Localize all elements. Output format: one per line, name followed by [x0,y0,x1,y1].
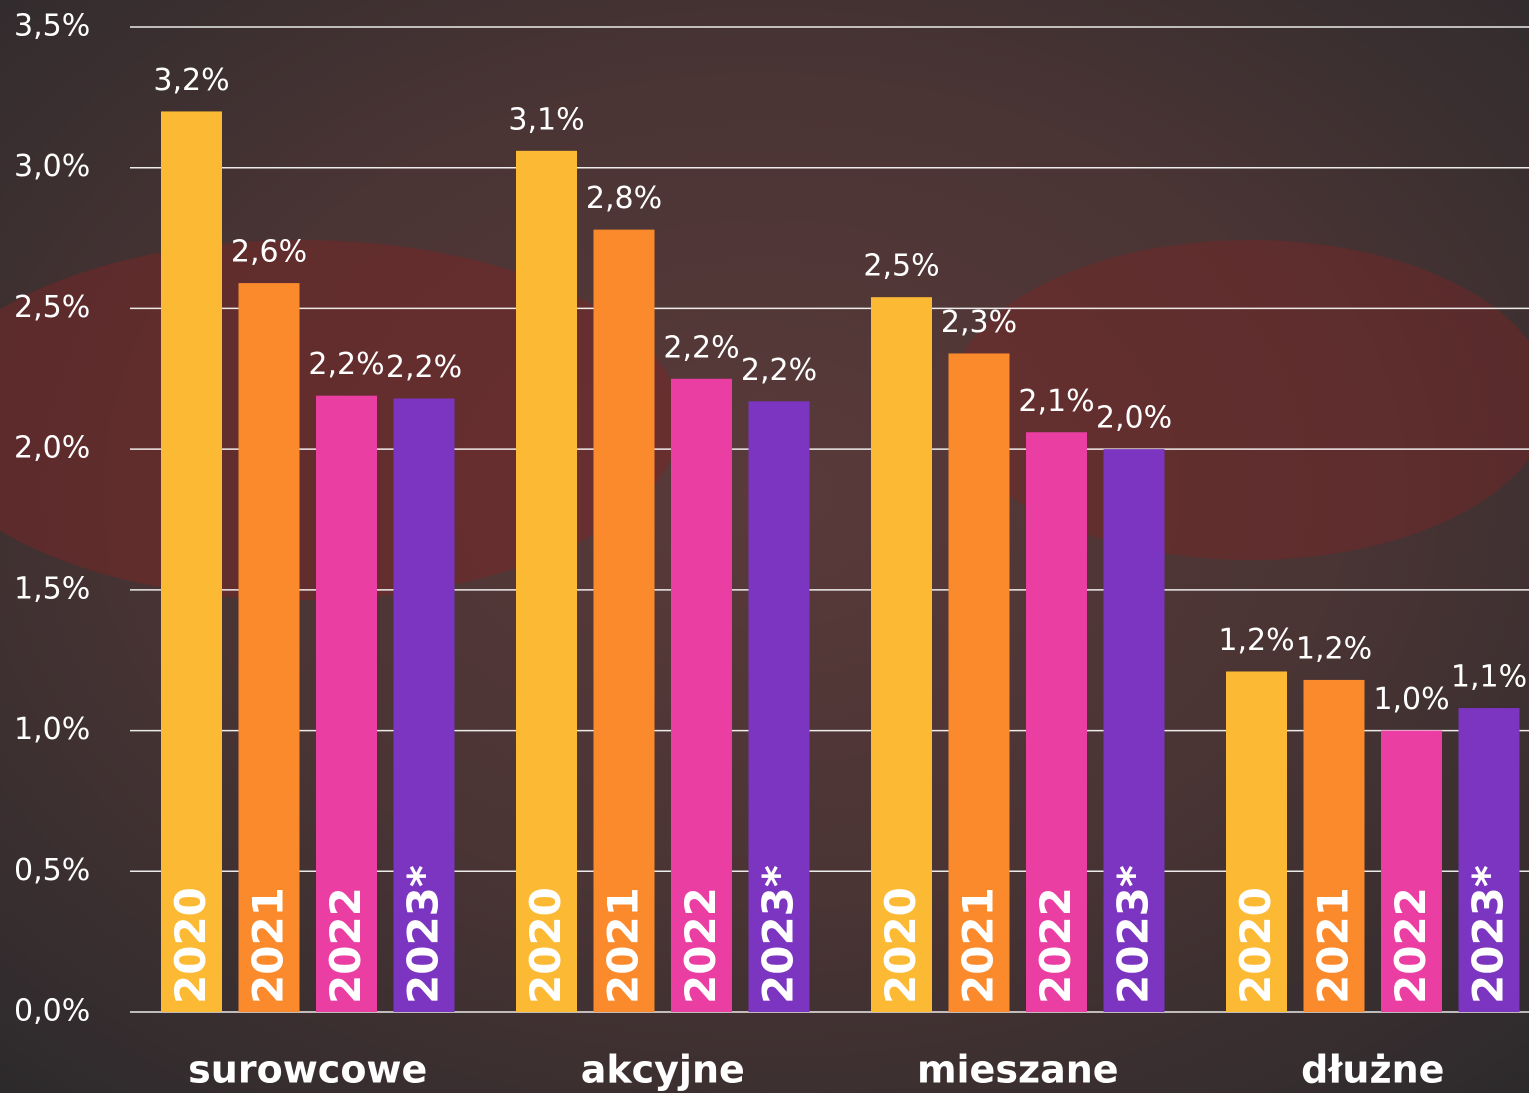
value-label: 2,6% [231,235,307,270]
value-label: 3,1% [508,102,584,137]
value-label: 3,2% [153,63,229,98]
series-label: 2022 [1031,887,1080,1004]
bar [516,151,577,1012]
value-label: 1,2% [1218,623,1294,658]
value-label: 1,1% [1451,660,1527,695]
y-tick-label: 2,0% [14,431,90,466]
y-tick-label: 0,0% [14,994,90,1029]
y-tick-label: 0,5% [14,853,90,888]
value-label: 2,1% [1018,384,1094,419]
value-label: 2,8% [586,181,662,216]
series-label: 2022 [676,887,725,1004]
series-label: 2023* [754,865,803,1004]
page: {"chart_data": {"type": "bar", "categori… [0,0,1529,1093]
y-tick-label: 1,0% [14,712,90,747]
value-label: 2,2% [741,353,817,388]
chart: 0,0% 0,5% 1,0% 1,5% 2,0% 2,5% 3,0% 3,5% 3,2% 2020… [0,0,1529,1093]
y-tick-label: 2,5% [14,290,90,325]
series-label: 2022 [321,887,370,1004]
value-label: 2,2% [663,330,739,365]
x-tick-label: surowcowe [188,1048,427,1092]
value-label: 2,3% [941,305,1017,340]
value-label: 1,2% [1296,631,1372,666]
x-tick-label: mieszane [917,1048,1119,1092]
series-label: 2023* [399,865,448,1004]
series-label: 2023* [1109,865,1158,1004]
value-label: 2,2% [386,350,462,385]
series-label: 2021 [244,887,293,1004]
series-label: 2020 [166,887,215,1004]
y-tick-label: 1,5% [14,571,90,606]
series-label: 2020 [876,887,925,1004]
series-label: 2020 [521,887,570,1004]
x-tick-label: dłużne [1301,1048,1444,1092]
series-label: 2021 [1309,887,1358,1004]
y-tick-label: 3,0% [14,149,90,184]
value-label: 2,0% [1096,401,1172,436]
x-tick-label: akcyjne [581,1048,745,1092]
value-label: 2,5% [863,249,939,284]
y-tick-label: 3,5% [14,9,90,44]
bar [161,111,222,1012]
series-label: 2022 [1386,887,1435,1004]
value-label: 2,2% [308,347,384,382]
value-label: 1,0% [1373,682,1449,717]
series-label: 2021 [954,887,1003,1004]
series-label: 2023* [1464,865,1513,1004]
series-label: 2020 [1231,887,1280,1004]
series-label: 2021 [599,887,648,1004]
